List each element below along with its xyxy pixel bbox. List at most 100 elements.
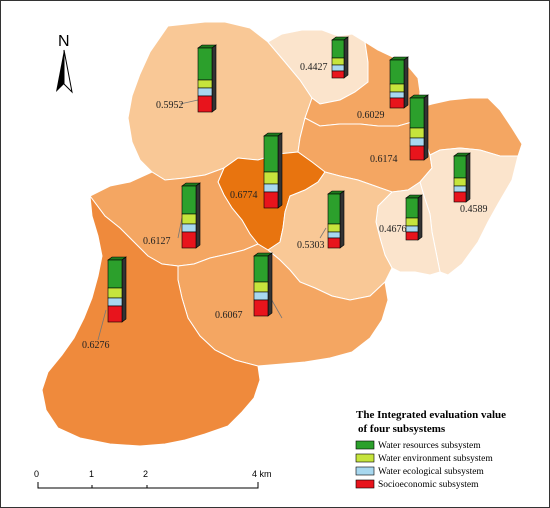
bar-se bbox=[405, 194, 423, 241]
bar-side-face bbox=[277, 132, 283, 209]
legend-title-line2: of four subsystems bbox=[358, 423, 446, 435]
bar-side-face bbox=[267, 252, 273, 317]
scale-tick-4: 4 km bbox=[252, 469, 272, 479]
bar-segment-water-resources bbox=[331, 39, 345, 59]
bar-segment-water-ecological bbox=[405, 225, 419, 233]
bar-segment-socioeconomic bbox=[107, 305, 123, 323]
bar-side-face bbox=[343, 36, 349, 79]
bar-segment-water-environment bbox=[107, 287, 123, 299]
north-label: N bbox=[58, 33, 70, 50]
value-label-n: 0.4427 bbox=[300, 62, 328, 73]
bar-segment-water-ecological bbox=[197, 87, 213, 97]
legend-swatch-water-resources bbox=[355, 440, 375, 450]
bar-segment-water-environment bbox=[405, 217, 419, 227]
bar-segment-water-environment bbox=[253, 281, 269, 293]
bar-side-face bbox=[403, 56, 409, 109]
value-label-w: 0.6127 bbox=[143, 236, 171, 247]
bar-n bbox=[331, 36, 349, 79]
bar-segment-socioeconomic bbox=[197, 95, 213, 113]
value-label-far-east: 0.4589 bbox=[460, 204, 488, 215]
bar-far-east bbox=[453, 152, 471, 203]
scale-bar-line bbox=[37, 482, 259, 489]
bar-side-face bbox=[211, 44, 217, 113]
bar-segment-socioeconomic bbox=[263, 191, 279, 209]
legend-swatch-water-ecological bbox=[355, 466, 375, 476]
scale-tick-1: 1 bbox=[89, 469, 94, 479]
north-arrow-right-half bbox=[63, 49, 73, 94]
legend-label-socioeconomic: Socioeconomic subsystem bbox=[378, 480, 479, 490]
district-polygons bbox=[41, 21, 523, 447]
legend-label-water-ecological: Water ecological subsystem bbox=[378, 467, 484, 477]
bar-segment-water-resources bbox=[263, 135, 279, 173]
bar-side-face bbox=[465, 152, 471, 203]
bar-segment-water-resources bbox=[327, 193, 341, 225]
bar-segment-water-resources bbox=[453, 155, 467, 179]
bar-segment-water-environment bbox=[327, 223, 341, 233]
legend-swatch-water-environment bbox=[355, 453, 375, 463]
legend-label-water-environment: Water environment subsystem bbox=[378, 454, 493, 464]
bar-side-face bbox=[121, 256, 127, 323]
bar-segment-water-resources bbox=[181, 185, 197, 215]
bar-segment-water-environment bbox=[409, 127, 425, 139]
value-label-south: 0.6067 bbox=[215, 310, 243, 321]
leader-line-sw bbox=[97, 309, 107, 341]
bar-segment-water-environment bbox=[181, 213, 197, 225]
legend: The Integrated evaluation value of four … bbox=[355, 409, 506, 490]
value-label-e-mid: 0.6174 bbox=[370, 154, 398, 165]
bar-segment-socioeconomic bbox=[253, 299, 269, 317]
bar-segment-socioeconomic bbox=[389, 97, 405, 109]
leader-line-center-south bbox=[319, 227, 327, 239]
bar-segment-water-ecological bbox=[253, 291, 269, 301]
leader-line-nw bbox=[179, 99, 199, 105]
bar-segment-water-environment bbox=[331, 57, 345, 66]
bar-side-face bbox=[339, 190, 345, 249]
bar-segment-water-resources bbox=[409, 97, 425, 129]
north-arrow: N bbox=[56, 33, 73, 94]
bar-segment-socioeconomic bbox=[181, 231, 197, 249]
bar-segment-water-ecological bbox=[181, 223, 197, 233]
bar-segment-water-resources bbox=[253, 255, 269, 283]
legend-swatch-socioeconomic bbox=[355, 479, 375, 489]
bar-nw bbox=[197, 44, 217, 113]
bar-segment-water-resources bbox=[197, 47, 213, 81]
bar-w bbox=[181, 182, 201, 249]
bar-segment-water-ecological bbox=[327, 231, 341, 239]
value-label-sw: 0.6276 bbox=[82, 340, 110, 351]
bar-segment-water-environment bbox=[453, 177, 467, 187]
bar-segment-socioeconomic bbox=[327, 237, 341, 249]
bar-center-south bbox=[327, 190, 345, 249]
value-label-center-south: 0.5303 bbox=[297, 240, 325, 251]
leader-line-w bbox=[177, 217, 183, 239]
bar-ne-upper bbox=[389, 56, 409, 109]
bar-segment-water-ecological bbox=[453, 185, 467, 193]
bar-segment-water-environment bbox=[389, 83, 405, 93]
legend-title-line1: The Integrated evaluation value bbox=[356, 409, 506, 421]
bar-segment-water-environment bbox=[197, 79, 213, 89]
legend-label-water-resources: Water resources subsystem bbox=[378, 441, 481, 451]
bar-segment-water-ecological bbox=[409, 137, 425, 147]
bar-segment-water-ecological bbox=[107, 297, 123, 307]
bar-segment-socioeconomic bbox=[331, 70, 345, 79]
stacked-bars bbox=[107, 36, 471, 323]
bar-sw bbox=[107, 256, 127, 323]
bar-segment-socioeconomic bbox=[405, 231, 419, 241]
value-labels: 0.5952 0.4427 0.6029 0.6174 0.6774 0.612… bbox=[82, 62, 488, 351]
bar-south bbox=[253, 252, 273, 317]
bar-segment-water-ecological bbox=[389, 91, 405, 99]
scale-tick-0: 0 bbox=[34, 469, 39, 479]
bar-side-face bbox=[423, 94, 429, 161]
district-polygon-sw bbox=[41, 194, 261, 447]
bar-segment-socioeconomic bbox=[409, 145, 425, 161]
bar-segment-water-ecological bbox=[263, 183, 279, 193]
bar-side-face bbox=[195, 182, 201, 249]
bar-side-face bbox=[417, 194, 423, 241]
value-label-nw: 0.5952 bbox=[156, 100, 184, 111]
value-label-ne-upper: 0.6029 bbox=[357, 110, 385, 121]
bar-segment-water-environment bbox=[263, 171, 279, 185]
bar-segment-water-resources bbox=[405, 197, 419, 219]
value-label-se: 0.4676 bbox=[379, 224, 407, 235]
scale-tick-2: 2 bbox=[143, 469, 148, 479]
bar-segment-water-resources bbox=[107, 259, 123, 289]
value-label-center: 0.6774 bbox=[230, 190, 258, 201]
